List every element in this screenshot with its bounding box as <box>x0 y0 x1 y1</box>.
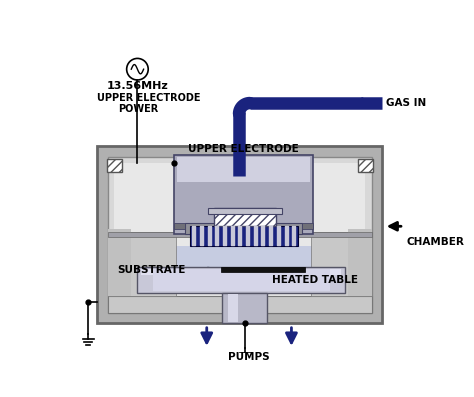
Text: CHAMBER: CHAMBER <box>407 237 465 247</box>
Text: POWER: POWER <box>118 104 158 114</box>
Bar <box>177 157 310 182</box>
Bar <box>108 157 372 312</box>
Text: UPPER ELECTRODE: UPPER ELECTRODE <box>97 93 201 104</box>
Bar <box>220 267 305 272</box>
Bar <box>153 269 330 291</box>
Bar <box>214 208 276 226</box>
Bar <box>108 232 176 296</box>
Bar <box>174 156 313 234</box>
Bar <box>108 229 131 296</box>
Bar <box>114 246 365 277</box>
Text: HEATED TABLE: HEATED TABLE <box>272 275 358 285</box>
Bar <box>141 269 341 275</box>
Text: SUBSTRATE: SUBSTRATE <box>118 265 186 275</box>
Bar <box>228 294 237 322</box>
Bar <box>185 223 302 234</box>
Text: GAS IN: GAS IN <box>386 98 427 108</box>
Bar <box>311 232 372 296</box>
Bar <box>222 293 267 323</box>
Bar <box>358 158 373 172</box>
Bar <box>208 208 282 214</box>
Bar <box>137 267 346 293</box>
Bar <box>302 223 313 229</box>
Bar <box>108 296 372 312</box>
Bar <box>174 223 185 229</box>
Text: UPPER ELECTRODE: UPPER ELECTRODE <box>188 144 299 154</box>
Bar <box>114 163 365 306</box>
Bar <box>97 146 383 323</box>
Bar <box>190 226 298 246</box>
Bar <box>107 158 122 172</box>
Bar <box>108 232 372 237</box>
Bar <box>348 229 372 296</box>
Text: PUMPS: PUMPS <box>228 352 270 362</box>
Text: 13.56MHz: 13.56MHz <box>107 81 168 91</box>
